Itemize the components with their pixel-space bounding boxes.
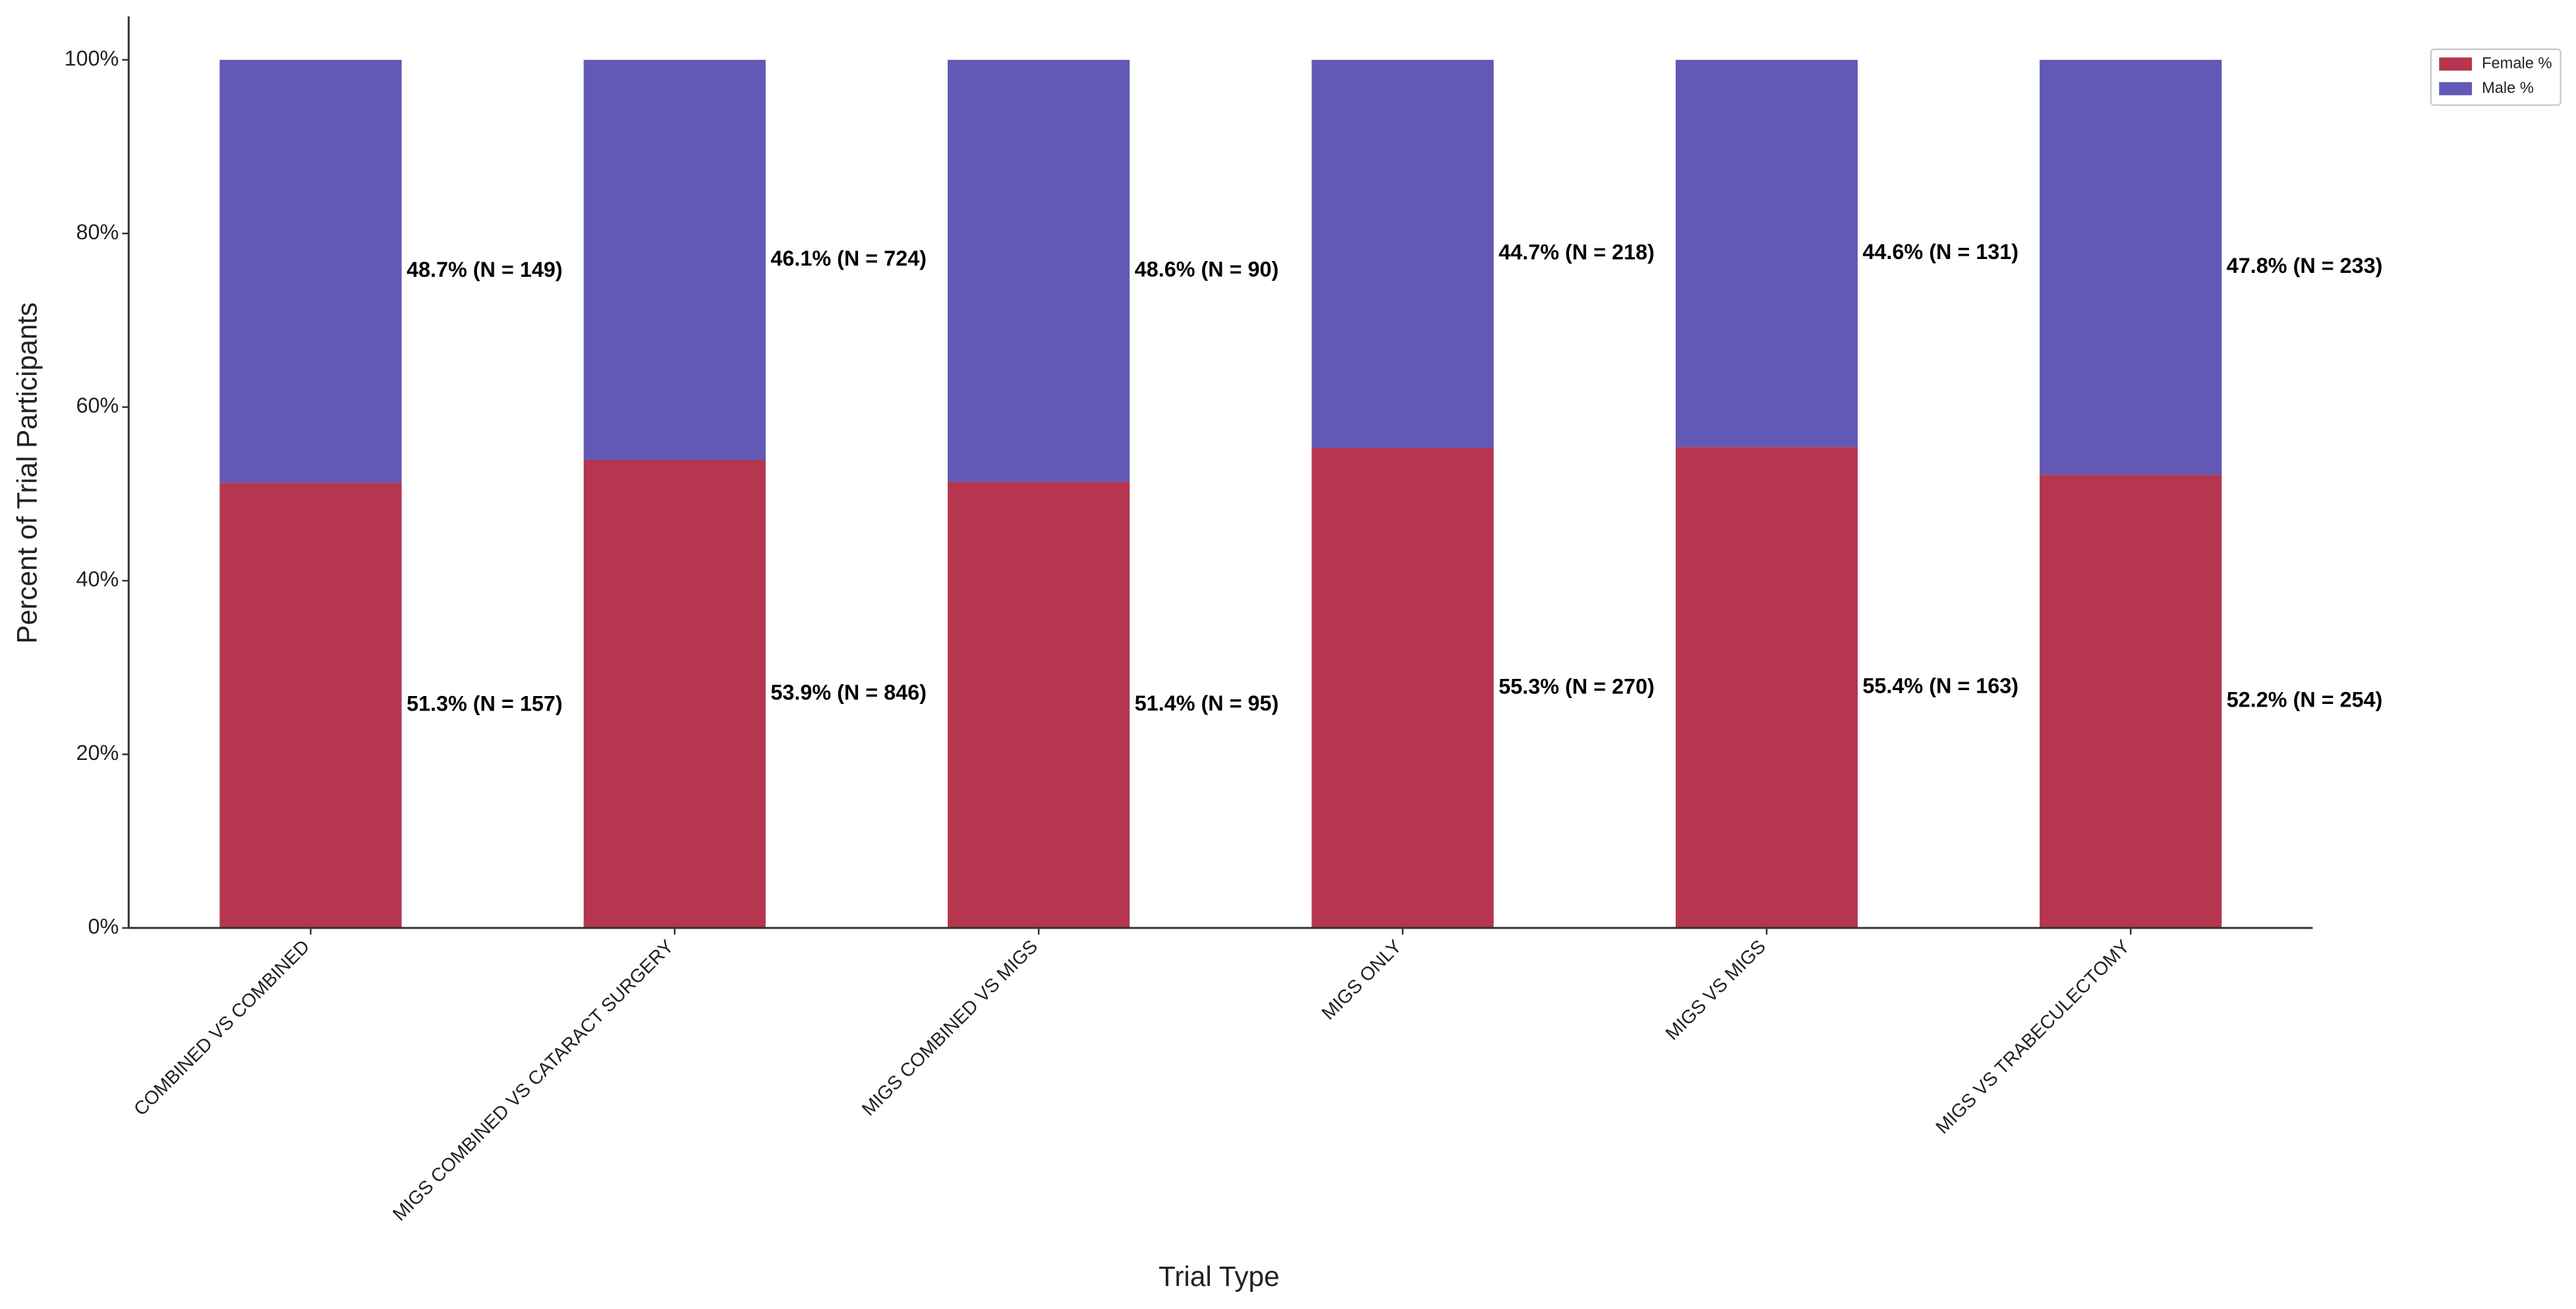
bar-segment: [1311, 448, 1494, 928]
y-tick-label: 0%: [88, 914, 119, 938]
bar-segment: [219, 482, 402, 928]
legend-label: Male %: [2482, 80, 2534, 97]
value-label: 55.4% (N = 163): [1862, 674, 2018, 698]
bar-segment: [2040, 59, 2222, 475]
value-label: 44.6% (N = 131): [1862, 240, 2018, 264]
legend-label: Female %: [2482, 55, 2552, 72]
y-tick-label: 40%: [76, 567, 119, 591]
value-label: 51.3% (N = 157): [407, 692, 563, 716]
legend-swatch: [2439, 82, 2473, 96]
x-tick-label: MIGS ONLY: [1318, 936, 1406, 1024]
y-tick-label: 60%: [76, 393, 119, 417]
y-axis-label: Percent of Trial Participants: [12, 303, 43, 644]
value-label: 52.2% (N = 254): [2227, 688, 2383, 712]
bar-segment: [948, 59, 1130, 482]
y-tick-label: 20%: [76, 741, 119, 765]
x-tick-label: MIGS COMBINED VS MIGS: [858, 936, 1042, 1120]
x-tick-label: MIGS VS MIGS: [1661, 936, 1769, 1044]
bar-segment: [219, 59, 402, 483]
value-label: 46.1% (N = 724): [770, 247, 927, 270]
x-axis-label: Trial Type: [1159, 1261, 1280, 1292]
value-label: 48.7% (N = 149): [407, 258, 563, 281]
value-label: 51.4% (N = 95): [1135, 691, 1279, 715]
value-label: 55.3% (N = 270): [1499, 674, 1655, 698]
bar-segment: [1311, 59, 1494, 448]
bar-segment: [583, 459, 766, 928]
bar-segment: [2040, 475, 2222, 928]
value-label: 48.6% (N = 90): [1135, 257, 1279, 281]
y-tick-label: 80%: [76, 220, 119, 244]
bar-segment: [583, 59, 766, 460]
x-tick-label: COMBINED VS COMBINED: [130, 936, 314, 1120]
value-label: 47.8% (N = 233): [2227, 254, 2383, 277]
x-tick-label: MIGS VS TRABECULECTOMY: [1932, 936, 2134, 1138]
value-label: 44.7% (N = 218): [1499, 241, 1655, 264]
bar-segment: [1675, 447, 1858, 928]
x-tick-label: MIGS COMBINED VS CATARACT SURGERY: [389, 936, 678, 1225]
bar-segment: [1675, 59, 1858, 448]
value-label: 53.9% (N = 846): [770, 680, 927, 704]
y-tick-label: 100%: [64, 46, 119, 70]
legend-swatch: [2439, 57, 2473, 71]
bar-segment: [948, 481, 1130, 928]
